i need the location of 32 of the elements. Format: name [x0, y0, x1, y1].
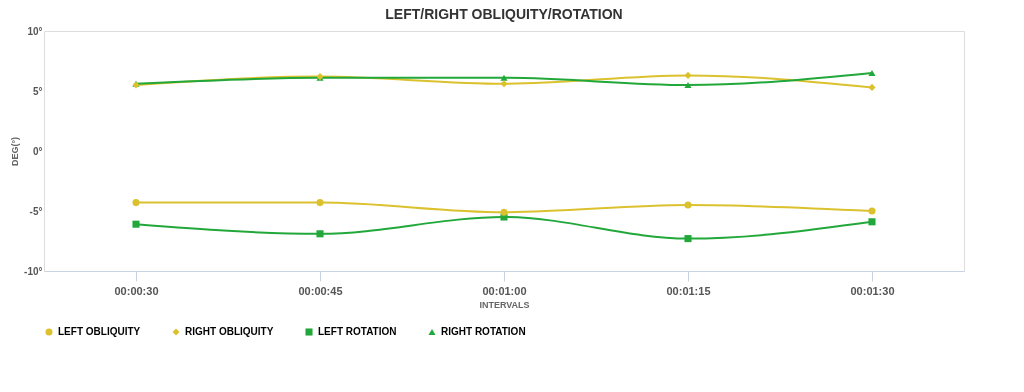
legend-label: LEFT ROTATION — [318, 326, 397, 337]
legend-label: RIGHT ROTATION — [441, 326, 526, 337]
chart-title: LEFT/RIGHT OBLIQUITY/ROTATION — [385, 6, 623, 22]
point — [316, 230, 324, 238]
point — [684, 201, 692, 209]
point — [500, 80, 508, 88]
point — [684, 71, 692, 79]
y-tick-label: -10° — [24, 265, 43, 277]
point — [684, 235, 692, 243]
point — [132, 220, 140, 228]
x-tick-label: 00:00:30 — [114, 284, 159, 297]
x-tick-label: 00:01:15 — [666, 284, 711, 297]
point — [132, 199, 140, 207]
y-tick-label: -5° — [29, 205, 43, 217]
point — [868, 83, 876, 91]
point — [500, 74, 508, 81]
y-axis-title: DEG(°) — [10, 136, 21, 167]
legend-label: RIGHT OBLIQUITY — [185, 326, 274, 337]
point — [868, 207, 876, 215]
point — [500, 208, 508, 216]
y-tick-label: 5° — [32, 85, 43, 97]
point — [868, 218, 876, 226]
x-axis-title: INTERVALS — [479, 299, 530, 310]
x-tick-label: 00:01:00 — [482, 284, 527, 297]
x-tick-label: 00:01:30 — [850, 284, 895, 297]
y-tick-label: 10° — [27, 25, 43, 37]
x-tick-label: 00:00:45 — [298, 284, 343, 297]
y-tick-label: 0° — [32, 145, 43, 157]
point — [316, 199, 324, 207]
point — [684, 81, 692, 89]
point — [868, 69, 876, 77]
legend-label: LEFT OBLIQUITY — [58, 326, 141, 337]
